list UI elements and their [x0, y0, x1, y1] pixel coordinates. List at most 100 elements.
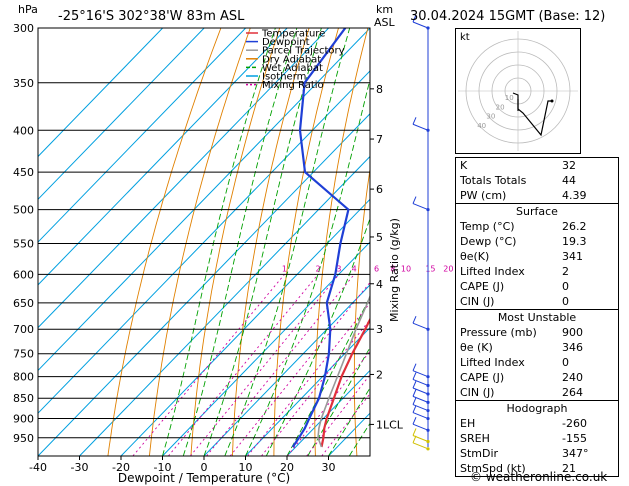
altitude-axis: 8 7 6 5 4 3 2 1LCL — [370, 83, 404, 431]
legend-entry: Mixing Ratio — [262, 80, 324, 91]
km-tick-label: 8 — [376, 83, 383, 96]
pressure-tick-label: 700 — [13, 323, 34, 336]
mixing-ratio-label: 15 — [425, 264, 435, 273]
table-row: PW (cm) 4.39 — [460, 189, 587, 202]
wind-barb-flag — [412, 117, 417, 125]
pressure-tick-label: 350 — [13, 77, 34, 90]
wind-barb — [412, 378, 429, 386]
mixing-ratio-label: 20 — [443, 264, 453, 273]
legend-entry: Isotherm — [262, 72, 306, 83]
table-row: CAPE (J) 240 — [460, 371, 583, 384]
wet-adiabat-line — [162, 28, 276, 456]
km-tick-label: 2 — [376, 368, 383, 381]
table-row: Pressure (mb) 900 — [460, 326, 583, 339]
datetime: 30.04.2024 15GMT (Base: 12) — [410, 9, 605, 24]
temperature-tick-label: 20 — [280, 461, 294, 474]
pressure-tick-label: 600 — [13, 268, 34, 281]
hodograph: 10 20 30 40 kt — [455, 28, 581, 154]
wind-barb — [412, 322, 429, 330]
mixing-ratio-label: 6 — [374, 264, 379, 273]
km-tick-label: 4 — [376, 278, 383, 291]
pressure-tick-label: 850 — [13, 392, 34, 405]
mixing-ratio-line — [287, 350, 370, 456]
pressure-tick-label: 550 — [13, 237, 34, 250]
km-unit: km — [376, 3, 393, 16]
mixing-ratio-label: 2 — [316, 264, 321, 273]
isotherm-line — [203, 284, 370, 456]
table-row: Lifted Index 2 — [460, 265, 569, 278]
isotherm-line — [38, 28, 330, 329]
table-row: CAPE (J) 0 — [460, 280, 569, 293]
temperature-axis: -40 -30 -20 -10 0 10 20 30 — [29, 456, 336, 474]
isotherm-line — [38, 28, 247, 243]
dry-adiabat-line — [430, 28, 456, 456]
temperature-tick-label: -30 — [71, 461, 89, 474]
mixing-ratio-line — [190, 274, 340, 456]
wind-barb-flag — [412, 14, 417, 23]
km-tick-label: 7 — [376, 133, 383, 146]
table-row: CIN (J) 0 — [460, 295, 569, 308]
wet-adiabat-line — [203, 28, 322, 456]
wind-column — [412, 14, 430, 451]
isotherm-line — [286, 369, 370, 456]
location-title: -25°16'S 302°38'W 83m ASL — [58, 9, 245, 24]
wind-barb-flag — [412, 428, 417, 436]
isotherm-line — [38, 28, 288, 286]
temperature-tick-label: -40 — [29, 461, 47, 474]
isotherm-line — [38, 113, 370, 456]
km-tick-label: 6 — [376, 183, 383, 196]
wind-barb — [412, 387, 429, 395]
hodograph-trace — [512, 92, 552, 137]
wind-barb-flag — [412, 316, 417, 324]
hodograph-ring-label: 40 — [477, 122, 486, 130]
table-row: StmSpd (kt) 21 — [460, 462, 576, 475]
table-row: StmDir 347° — [460, 447, 589, 460]
table-row: θe (K) 346 — [460, 341, 583, 354]
hodograph-point — [550, 99, 554, 103]
hodograph-ring-label: 10 — [505, 94, 514, 102]
table-row: Totals Totals 44 — [460, 174, 576, 187]
wind-barb-flag — [412, 405, 417, 413]
hodograph-ring-label: 30 — [486, 113, 495, 121]
section-title: Surface — [516, 205, 558, 218]
mixing-ratio-label: 10 — [401, 264, 411, 273]
mixing-ratio-line — [168, 274, 319, 456]
table-row: θe(K) 341 — [460, 250, 583, 263]
wind-barb — [412, 423, 429, 431]
mixing-ratio-labels: 12346810152025 — [282, 264, 468, 273]
legend-entry: Dry Adiabat — [262, 54, 321, 65]
wind-barb-flag — [412, 397, 417, 405]
pressure-unit: hPa — [18, 3, 38, 16]
wind-barb-flag — [412, 380, 417, 389]
legend-entry: Wet Adiabat — [262, 63, 323, 74]
pressure-axis: 300 350 400 450 500 550 600 650 700 750 800 850 900 9… — [13, 22, 34, 445]
pressure-tick-label: 300 — [13, 22, 34, 35]
asl-label: ASL — [374, 16, 396, 29]
table-row: Temp (°C) 26.2 — [460, 220, 587, 233]
legend-entry: Parcel Trajectory — [262, 46, 345, 57]
km-tick-label: 5 — [376, 231, 383, 244]
table-row: Dewp (°C) 19.3 — [460, 235, 587, 248]
wet-adiabat-line — [182, 28, 298, 456]
series-line-2 — [317, 294, 370, 448]
temperature-tick-label: 30 — [322, 461, 336, 474]
pressure-tick-label: 900 — [13, 413, 34, 426]
pressure-tick-label: 750 — [13, 348, 34, 361]
mixing-ratio-axis-label: Mixing Ratio (g/kg) — [388, 218, 401, 322]
isotherm-line — [162, 241, 370, 456]
legend-entry: Temperature — [261, 29, 325, 40]
wet-adiabat-line — [265, 217, 370, 456]
temperature-tick-label: 10 — [239, 461, 253, 474]
series-line-1 — [291, 28, 350, 448]
temperature-tick-label: -20 — [112, 461, 130, 474]
wind-barb — [412, 203, 429, 211]
wind-barb-flag — [412, 435, 417, 444]
mixing-ratio-line — [229, 281, 370, 456]
wind-barb — [412, 21, 429, 29]
credit-link[interactable]: © weatheronline.co.uk — [470, 470, 608, 484]
wind-barb-flag — [412, 372, 417, 380]
wind-barb-flag — [412, 196, 417, 204]
mixing-ratio-label: 3 — [336, 264, 341, 273]
